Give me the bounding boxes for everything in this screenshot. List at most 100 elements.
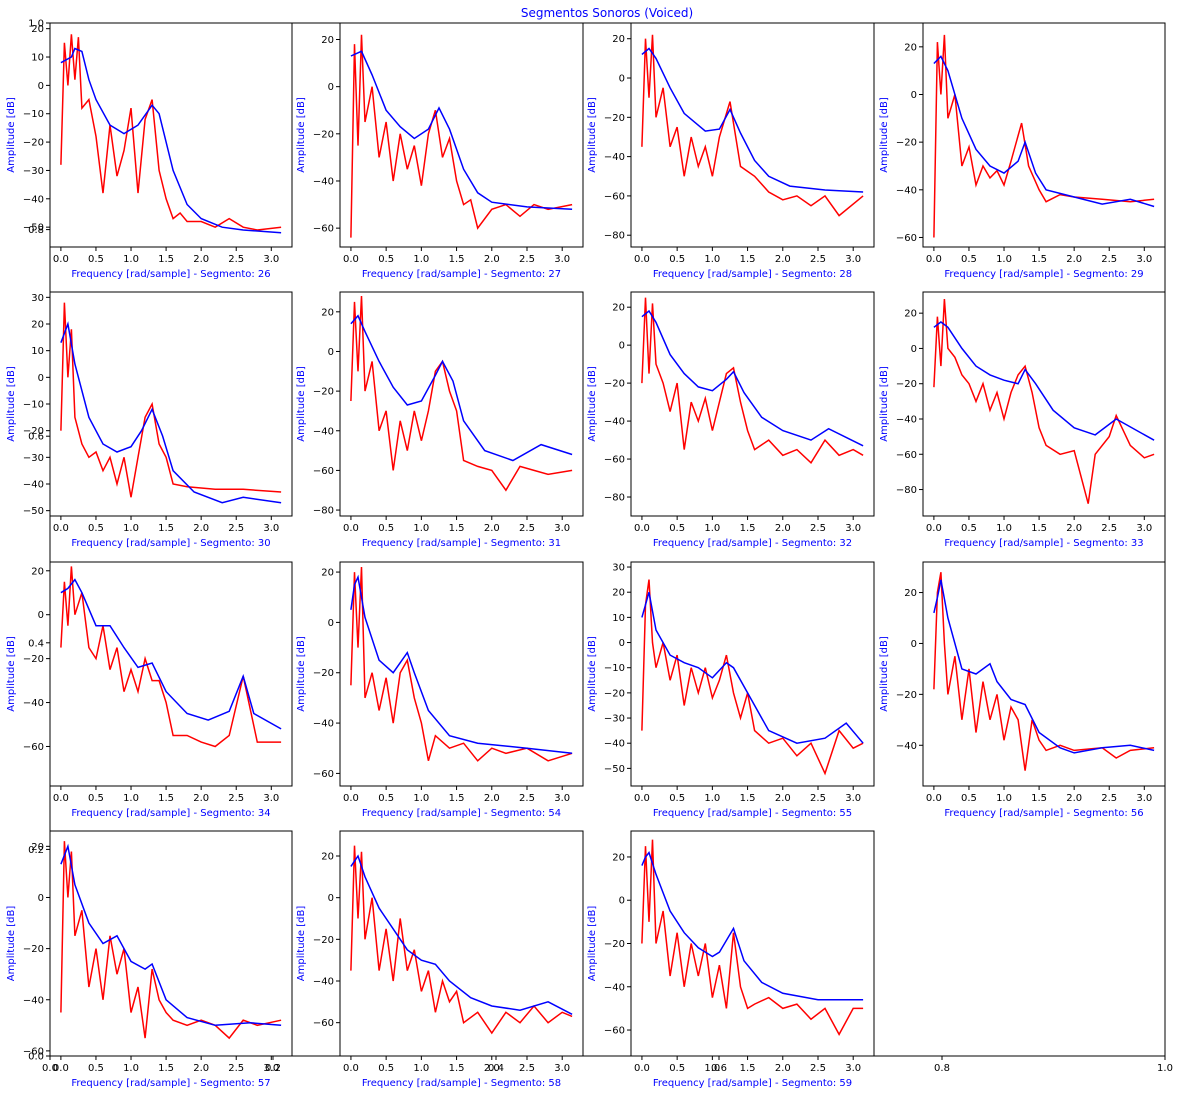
y-tick-label: 20: [904, 42, 917, 53]
x-tick-label: 1.0: [413, 1063, 429, 1074]
subplot: 0.0 0.5 1.0 1.5 2.0 2.5 3.0 30 20 10 0 −10 −20 −30 −40…: [6, 291, 293, 549]
background-y-tick-label: 0.8: [28, 225, 44, 236]
x-tick-label: 0.5: [669, 254, 685, 265]
x-tick-label: 3.0: [263, 523, 279, 534]
spectrum-line: [933, 34, 1155, 238]
x-tick-label: 0.5: [88, 1063, 104, 1074]
y-tick-label: −20: [23, 654, 44, 665]
x-axis-label: Frequency [rad/sample] - Segmento: 31: [362, 538, 561, 549]
x-tick-label: 0.0: [634, 254, 650, 265]
y-tick-label: 0: [619, 638, 625, 649]
x-tick-label: 0.0: [53, 254, 69, 265]
plot-area: [340, 562, 583, 786]
x-tick-label: 3.0: [263, 1063, 279, 1074]
x-tick-label: 3.0: [554, 1063, 570, 1074]
y-tick-label: 20: [321, 568, 334, 579]
envelope-line: [60, 47, 282, 234]
subplot: 0.0 0.5 1.0 1.5 2.0 2.5 3.0 20 10 0 −10 −20 −30 −40 −5…: [6, 22, 293, 280]
x-tick-label: 3.0: [1136, 793, 1152, 804]
x-axis-label: Frequency [rad/sample] - Segmento: 55: [653, 808, 852, 819]
x-tick-label: 1.5: [740, 1063, 756, 1074]
x-axis-label: Frequency [rad/sample] - Segmento: 26: [71, 269, 270, 280]
y-tick-label: −60: [604, 191, 625, 202]
envelope-line: [933, 55, 1155, 208]
x-tick-label: 2.5: [810, 523, 826, 534]
x-tick-label: 3.0: [263, 793, 279, 804]
plot-frame: [49, 561, 293, 787]
y-tick-label: 20: [31, 566, 44, 577]
y-tick-label: 20: [31, 842, 44, 853]
y-tick-label: 20: [904, 588, 917, 599]
spectrum-line: [350, 34, 573, 238]
x-tick-label: 1.5: [1031, 254, 1047, 265]
spectrum-line: [933, 572, 1155, 771]
y-tick-label: −80: [604, 493, 625, 504]
y-axis-label: Amplitude [dB]: [296, 366, 307, 442]
y-tick-label: 0: [328, 618, 334, 629]
x-tick-label: 0.0: [343, 1063, 359, 1074]
x-axis-label: Frequency [rad/sample] - Segmento: 33: [944, 538, 1143, 549]
plot-area: [340, 23, 583, 247]
subplot: 0.0 0.5 1.0 1.5 2.0 2.5 3.0 20 0 −20 −40 −60 −80 Freq…: [296, 291, 584, 549]
x-tick-label: 2.5: [519, 793, 535, 804]
x-tick-label: 2.0: [775, 1063, 791, 1074]
y-tick-label: −60: [896, 450, 917, 461]
x-tick-label: 3.0: [845, 523, 861, 534]
x-tick-label: 1.0: [704, 254, 720, 265]
x-tick-label: 3.0: [845, 254, 861, 265]
envelope-line: [641, 851, 864, 1001]
plot-area: [631, 23, 874, 247]
x-tick-label: 0.0: [634, 1063, 650, 1074]
x-tick-label: 0.5: [378, 523, 394, 534]
y-tick-label: −10: [23, 400, 44, 411]
y-tick-label: 10: [31, 346, 44, 357]
plot-frame: [49, 22, 293, 248]
y-tick-label: −20: [604, 379, 625, 390]
envelope-line: [350, 574, 573, 755]
y-tick-label: −20: [896, 138, 917, 149]
spectrum-line: [641, 839, 864, 1036]
plot-area: [631, 831, 874, 1056]
envelope-line: [350, 50, 573, 211]
x-tick-label: 1.0: [704, 793, 720, 804]
x-tick-label: 3.0: [554, 254, 570, 265]
x-tick-label: 0.0: [343, 254, 359, 265]
y-tick-label: 0: [328, 82, 334, 93]
y-tick-label: 0: [38, 610, 44, 621]
x-axis-label: Frequency [rad/sample] - Segmento: 27: [362, 269, 561, 280]
y-tick-label: 20: [321, 35, 334, 46]
x-tick-label: 2.5: [1101, 254, 1117, 265]
background-x-tick-label: 0.8: [934, 1063, 950, 1074]
x-tick-label: 0.5: [378, 1063, 394, 1074]
x-tick-label: 0.5: [961, 793, 977, 804]
plot-area: [923, 23, 1165, 247]
x-tick-label: 1.5: [449, 1063, 465, 1074]
x-tick-label: 0.5: [669, 793, 685, 804]
y-axis-label: Amplitude [dB]: [6, 636, 17, 712]
background-frame: [49, 22, 1166, 1057]
plot-frame: [49, 830, 293, 1057]
plot-area: [340, 831, 583, 1056]
y-tick-label: −50: [23, 506, 44, 517]
x-tick-label: 2.0: [193, 523, 209, 534]
x-tick-label: 2.0: [775, 523, 791, 534]
x-tick-label: 1.0: [704, 523, 720, 534]
y-tick-label: −40: [896, 185, 917, 196]
x-tick-label: 0.0: [53, 793, 69, 804]
plot-frame: [922, 561, 1166, 787]
y-tick-label: 20: [904, 309, 917, 320]
y-tick-label: 10: [612, 613, 625, 624]
y-tick-label: −30: [23, 453, 44, 464]
x-tick-label: 1.5: [449, 523, 465, 534]
subplot: 0.0 0.5 1.0 1.5 2.0 2.5 3.0 20 0 −20 −40 −60 Frequen…: [296, 22, 584, 280]
y-axis-label: Amplitude [dB]: [587, 636, 598, 712]
envelope-line: [350, 854, 573, 1015]
spectrum-line: [60, 34, 282, 231]
subplot: 0.0 0.5 1.0 1.5 2.0 2.5 3.0 20 0 −20 −40 Frequency …: [879, 561, 1166, 819]
plot-area: [340, 292, 583, 516]
y-tick-label: −60: [23, 742, 44, 753]
envelope-line: [933, 579, 1155, 754]
x-tick-label: 0.0: [926, 254, 942, 265]
spectrum-line: [60, 566, 282, 748]
y-tick-label: −40: [313, 176, 334, 187]
